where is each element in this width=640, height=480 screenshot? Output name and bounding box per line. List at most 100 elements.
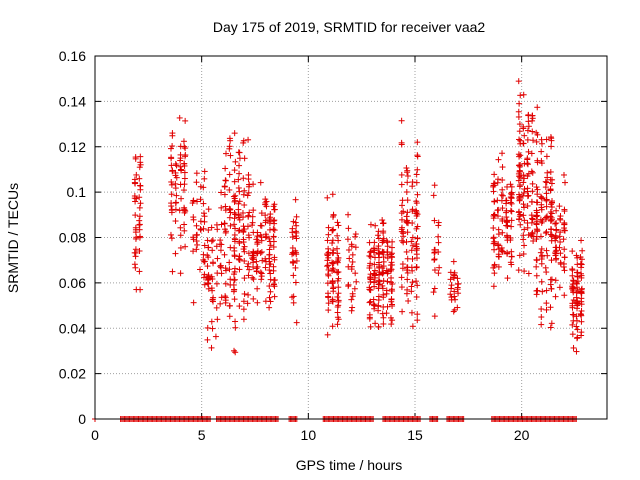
data-point <box>167 231 174 238</box>
data-point <box>246 209 253 216</box>
data-point <box>414 152 421 159</box>
data-point <box>226 186 233 193</box>
data-point <box>399 265 406 272</box>
data-point <box>543 247 550 254</box>
x-tick-label: 0 <box>91 427 99 443</box>
data-point <box>241 248 248 255</box>
data-point <box>231 244 238 251</box>
data-point <box>249 213 256 220</box>
data-point <box>413 225 420 232</box>
data-point <box>398 202 405 209</box>
data-point <box>131 195 138 202</box>
data-point <box>498 191 505 198</box>
data-point <box>267 288 274 295</box>
data-point <box>289 294 296 301</box>
data-point <box>455 280 462 287</box>
data-point <box>201 218 208 225</box>
data-point <box>352 270 359 277</box>
data-point <box>244 300 251 307</box>
data-points <box>92 78 586 422</box>
data-point <box>293 213 300 220</box>
data-point <box>241 243 248 250</box>
data-point <box>168 178 175 185</box>
data-point <box>345 225 352 232</box>
data-point <box>431 182 438 189</box>
data-point <box>344 236 351 243</box>
data-point <box>235 214 242 221</box>
data-point <box>212 333 219 340</box>
data-point <box>561 246 568 253</box>
data-point <box>245 260 252 267</box>
data-point <box>271 283 278 290</box>
data-point <box>543 196 550 203</box>
data-point <box>258 248 265 255</box>
data-point <box>266 304 273 311</box>
data-point <box>232 324 239 331</box>
data-point <box>553 207 560 214</box>
data-point <box>538 306 545 313</box>
data-point <box>214 316 221 323</box>
data-point <box>380 277 387 284</box>
data-point <box>409 267 416 274</box>
data-point <box>232 318 239 325</box>
data-point <box>538 204 545 211</box>
data-point <box>499 229 506 236</box>
data-point <box>569 321 576 328</box>
data-point <box>404 269 411 276</box>
y-tick-label: 0.04 <box>59 320 86 336</box>
data-point <box>548 199 555 206</box>
x-tick-label: 20 <box>514 427 530 443</box>
data-point <box>335 290 342 297</box>
x-tick-label: 5 <box>198 427 206 443</box>
data-point <box>403 248 410 255</box>
data-point <box>329 191 336 198</box>
data-point <box>325 262 332 269</box>
data-point <box>366 252 373 259</box>
data-point <box>383 310 390 317</box>
data-point <box>543 203 550 210</box>
data-point <box>538 160 545 167</box>
data-point <box>169 167 176 174</box>
data-point <box>137 233 144 240</box>
data-point <box>366 299 373 306</box>
data-point <box>246 234 253 241</box>
data-point <box>194 231 201 238</box>
data-point <box>253 258 260 265</box>
data-point <box>561 267 568 274</box>
data-point <box>561 171 568 178</box>
data-point <box>250 295 257 302</box>
data-point <box>201 210 208 217</box>
data-point <box>447 269 454 276</box>
data-point <box>569 302 576 309</box>
data-point <box>538 219 545 226</box>
data-point <box>398 226 405 233</box>
data-point <box>329 277 336 284</box>
data-point <box>547 217 554 224</box>
data-point <box>329 227 336 234</box>
y-tick-label: 0.08 <box>59 230 86 246</box>
data-point <box>181 175 188 182</box>
data-point <box>404 172 411 179</box>
data-point <box>436 264 443 271</box>
data-point <box>208 238 215 245</box>
data-point <box>293 229 300 236</box>
data-point <box>270 238 277 245</box>
data-point <box>209 259 216 266</box>
data-point <box>516 100 523 107</box>
data-point <box>533 129 540 136</box>
data-point <box>226 266 233 273</box>
data-point <box>181 169 188 176</box>
data-point <box>262 219 269 226</box>
data-point <box>388 321 395 328</box>
data-point <box>182 153 189 160</box>
data-point <box>389 302 396 309</box>
data-point <box>414 191 421 198</box>
data-point <box>330 226 337 233</box>
data-point <box>538 136 545 143</box>
data-point <box>560 236 567 243</box>
data-point <box>520 212 527 219</box>
data-point <box>329 268 336 275</box>
data-point <box>521 175 528 182</box>
data-point <box>578 312 585 319</box>
data-point <box>543 136 550 143</box>
